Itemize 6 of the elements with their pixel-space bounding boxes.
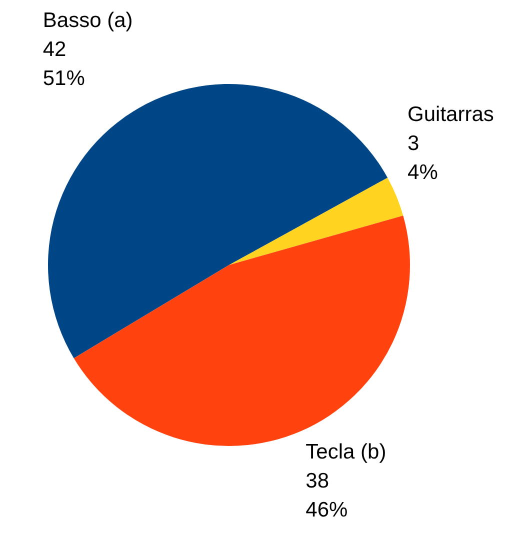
data-label: 38 46% xyxy=(306,469,348,522)
slice-label: Guitarras xyxy=(408,102,494,126)
slice-label: Tecla (b) xyxy=(306,440,386,464)
slice-label: Basso (a) xyxy=(42,9,133,32)
data-label: 42 51% xyxy=(42,38,85,90)
data-label: 3 4% xyxy=(408,132,438,184)
